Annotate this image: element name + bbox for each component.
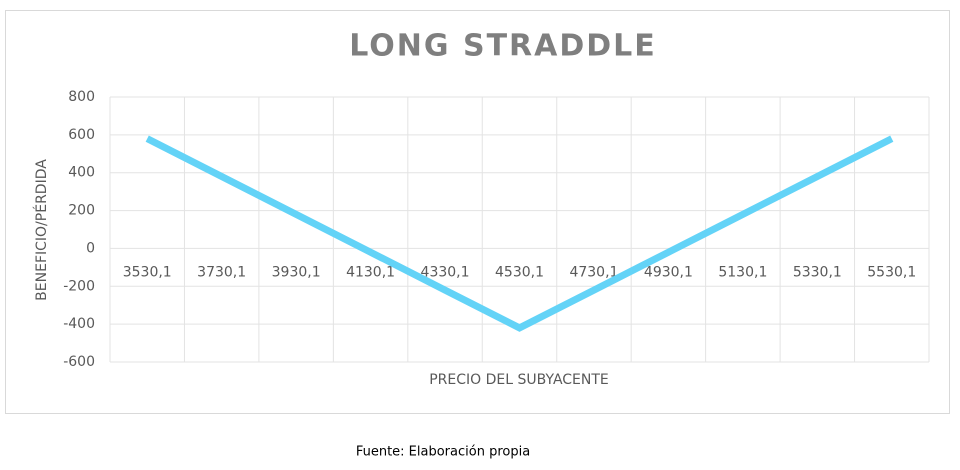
x-tick-label: 4930,1 bbox=[644, 264, 693, 280]
x-tick-label: 5130,1 bbox=[718, 264, 767, 280]
y-tick-label: 400 bbox=[68, 165, 95, 181]
x-tick-label: 3730,1 bbox=[197, 264, 246, 280]
x-tick-label: 4730,1 bbox=[569, 264, 618, 280]
y-axis-label: BENEFICIO/PÉRDIDA bbox=[33, 159, 50, 301]
x-tick-label: 3530,1 bbox=[123, 264, 172, 280]
y-tick-label: 200 bbox=[68, 203, 95, 219]
y-tick-label: 800 bbox=[68, 89, 95, 105]
x-axis-label: PRECIO DEL SUBYACENTE bbox=[429, 372, 609, 388]
x-tick-label: 5330,1 bbox=[793, 264, 842, 280]
y-tick-label: 600 bbox=[68, 127, 95, 143]
x-tick-label: 4330,1 bbox=[421, 264, 470, 280]
x-tick-label: 5530,1 bbox=[867, 264, 916, 280]
chart-title: LONG STRADDLE bbox=[349, 29, 657, 64]
data-line bbox=[145, 135, 894, 332]
source-note: Fuente: Elaboración propia bbox=[356, 445, 530, 460]
x-tick-label: 4530,1 bbox=[495, 264, 544, 280]
x-tick-label: 4130,1 bbox=[346, 264, 395, 280]
x-tick-label: 3930,1 bbox=[272, 264, 321, 280]
chart-frame bbox=[5, 10, 950, 414]
y-tick-label: 0 bbox=[86, 240, 95, 256]
y-tick-label: -600 bbox=[63, 354, 95, 370]
y-tick-label: -200 bbox=[63, 278, 95, 294]
y-tick-label: -400 bbox=[63, 316, 95, 332]
